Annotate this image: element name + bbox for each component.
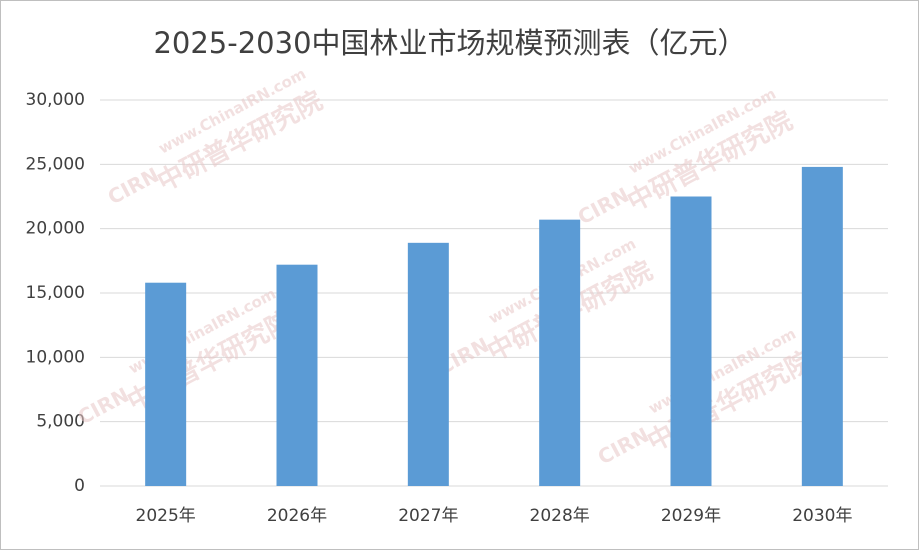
y-tick-label: 15,000 [26,283,85,303]
x-tick-label: 2029年 [661,506,721,526]
x-tick-label: 2030年 [792,506,852,526]
bar [276,264,318,486]
x-tick-label: 2025年 [136,506,196,526]
bar [145,282,187,486]
chart-title: 2025-2030中国林业市场规模预测表（亿元） [153,26,746,60]
x-tick-label: 2026年 [267,506,327,526]
y-tick-label: 20,000 [26,219,85,239]
y-tick-label: 25,000 [26,154,85,174]
x-tick-label: 2027年 [398,506,458,526]
y-tick-label: 5,000 [36,412,85,432]
bar [801,166,843,486]
x-tick-label: 2028年 [530,506,590,526]
y-tick-label: 0 [74,476,85,496]
bar [670,196,712,486]
bar [539,219,581,486]
bar [407,242,449,486]
y-tick-label: 30,000 [26,90,85,110]
y-tick-label: 10,000 [26,347,85,367]
